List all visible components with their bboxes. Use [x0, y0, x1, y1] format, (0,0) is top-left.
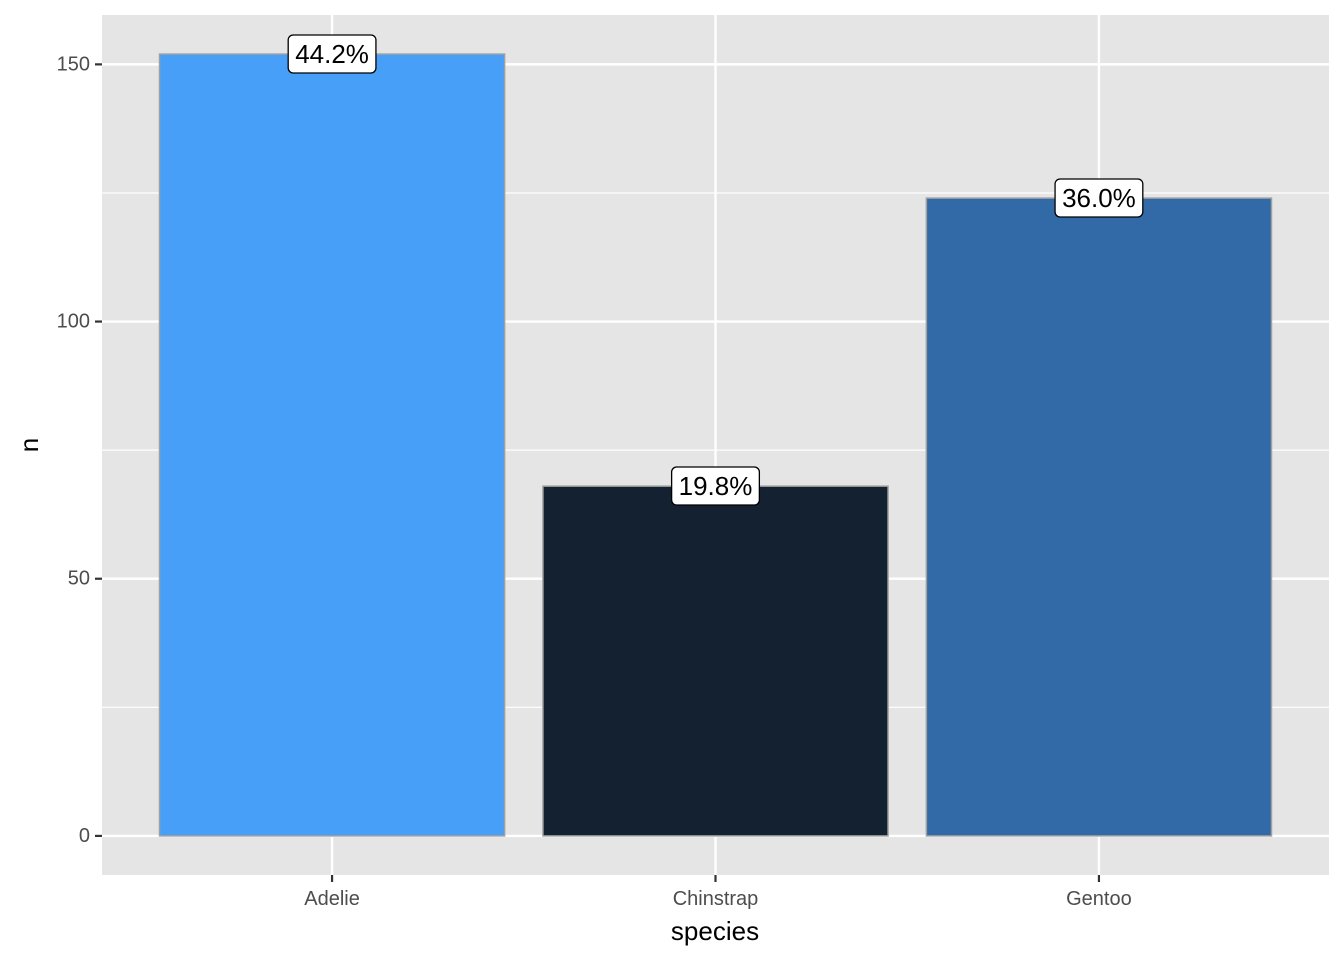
data-label-box	[670, 466, 761, 506]
y-tick-label: 50	[68, 568, 90, 590]
x-tick-label: Gentoo	[1066, 888, 1132, 910]
data-label-text: 44.2%	[295, 39, 369, 69]
y-tick-label: 100	[57, 311, 90, 333]
x-axis: Adelie Chinstrap Gentoo	[304, 875, 1132, 910]
y-tick-label: 0	[79, 825, 90, 847]
data-label: 36.0%	[1054, 178, 1144, 218]
x-axis-title: species	[671, 916, 759, 946]
data-label-box	[287, 34, 377, 74]
data-label: 44.2%	[287, 34, 377, 74]
bar-gentoo	[925, 197, 1273, 837]
bar-adelie	[158, 53, 506, 837]
y-tick-label: 150	[57, 53, 90, 75]
data-label: 19.8%	[670, 466, 761, 506]
data-label-text: 36.0%	[1062, 183, 1136, 213]
x-tick-label: Adelie	[304, 888, 360, 910]
data-labels: 44.2% 19.8% 36.0%	[287, 34, 1144, 506]
x-tick-label: Chinstrap	[673, 888, 759, 910]
bar-chinstrap	[542, 485, 889, 837]
y-axis-title: n	[14, 438, 44, 452]
bars	[158, 53, 1273, 837]
y-axis: 0 50 100 150	[57, 53, 102, 847]
data-label-text: 19.8%	[679, 471, 753, 501]
data-label-box	[1054, 178, 1144, 218]
